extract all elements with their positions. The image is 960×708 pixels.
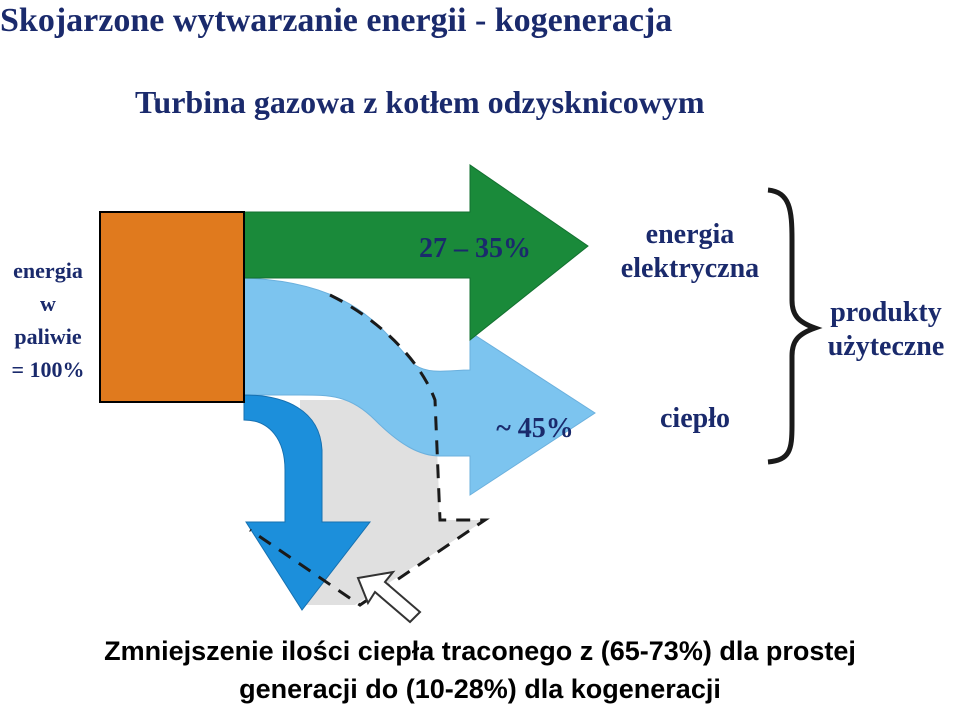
input-energy-label: energia w paliwie = 100% (11, 258, 85, 382)
electric-arrow (243, 164, 589, 342)
electric-energy-label: energia elektryczna (620, 219, 760, 284)
diagram-subtitle: Turbina gazowa z kotłem odzysknicowym (135, 84, 705, 120)
pointer-arrow (356, 570, 422, 624)
useful-products-label: produkty użyteczne (827, 297, 945, 362)
electric-percent-label: 27 – 35% (419, 233, 531, 264)
fuel-block (99, 211, 245, 403)
heat-label: ciepło (660, 403, 730, 434)
dashed-loss-outline (249, 293, 490, 607)
useful-products-brace (767, 187, 823, 465)
heat-percent-label: ~ 45% (496, 413, 574, 444)
diagram-title: Skojarzone wytwarzanie energii - kogener… (0, 2, 673, 39)
reduced-loss-area (300, 400, 485, 605)
loss-arrow (243, 394, 372, 611)
heat-flow-arrow (243, 277, 596, 496)
bottom-caption: Zmniejszenie ilości ciepła traconego z (… (104, 636, 856, 704)
